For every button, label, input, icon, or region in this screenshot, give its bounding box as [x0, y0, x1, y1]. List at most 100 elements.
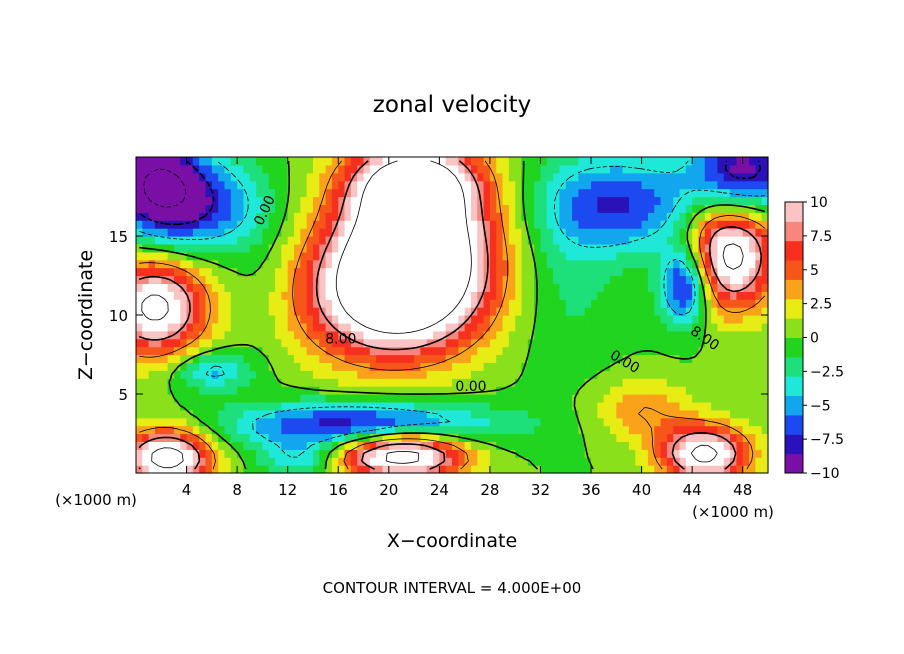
field-cell: [515, 236, 523, 245]
field-cell: [679, 236, 687, 245]
field-cell: [344, 409, 352, 419]
field-cell: [546, 449, 554, 458]
field-cell: [572, 322, 579, 332]
field-cell: [616, 441, 624, 450]
field-cell: [704, 465, 712, 474]
field-cell: [287, 236, 295, 245]
field-cell: [508, 164, 516, 174]
field-cell: [673, 401, 681, 411]
field-cell: [420, 196, 428, 205]
field-cell: [148, 409, 156, 419]
field-cell: [502, 441, 510, 450]
field-cell: [584, 362, 592, 371]
field-cell: [344, 228, 352, 237]
field-cell: [470, 267, 478, 277]
field-cell: [464, 338, 472, 348]
field-cell: [761, 386, 769, 395]
field-cell: [224, 307, 232, 316]
field-cell: [192, 433, 200, 442]
field-cell: [350, 401, 358, 411]
field-cell: [489, 433, 497, 442]
field-cell: [148, 378, 156, 387]
field-cell: [521, 386, 529, 395]
field-cell: [180, 315, 188, 324]
field-cell: [534, 243, 542, 253]
field-cell: [749, 315, 756, 324]
field-cell: [704, 172, 712, 182]
field-cell: [268, 370, 276, 379]
field-cell: [268, 394, 276, 403]
field-cell: [262, 417, 270, 427]
field-cell: [496, 188, 504, 198]
field-cell: [224, 386, 232, 395]
field-cell: [622, 425, 630, 435]
field-cell: [610, 322, 617, 332]
field-cell: [376, 251, 384, 261]
field-cell: [553, 338, 561, 348]
field-cell: [521, 425, 529, 435]
field-cell: [433, 315, 440, 324]
field-cell: [148, 283, 156, 292]
field-cell: [382, 164, 390, 174]
field-cell: [357, 164, 365, 174]
field-cell: [230, 370, 238, 379]
field-cell: [496, 236, 504, 245]
field-cell: [230, 196, 238, 205]
field-cell: [546, 220, 554, 229]
field-cell: [281, 157, 289, 166]
field-cell: [673, 322, 681, 332]
field-cell: [635, 291, 643, 300]
field-cell: [742, 457, 750, 466]
field-cell: [641, 180, 649, 190]
field-cell: [395, 243, 403, 253]
field-cell: [300, 362, 308, 371]
field-cell: [647, 236, 655, 245]
field-cell: [192, 212, 200, 221]
field-cell: [603, 188, 611, 198]
field-cell: [420, 243, 428, 253]
field-cell: [673, 228, 681, 237]
field-cell: [281, 354, 289, 363]
field-cell: [647, 457, 655, 466]
field-cell: [243, 394, 251, 403]
field-cell: [211, 196, 219, 205]
field-cell: [483, 172, 491, 182]
field-cell: [199, 299, 207, 308]
field-cell: [711, 307, 719, 316]
field-cell: [338, 196, 346, 205]
field-cell: [186, 157, 194, 166]
field-cell: [654, 378, 662, 387]
field-cell: [483, 204, 491, 213]
field-cell: [268, 220, 276, 229]
field-cell: [161, 330, 169, 340]
field-cell: [445, 157, 453, 166]
field-cell: [218, 157, 226, 166]
field-cell: [477, 228, 485, 237]
field-cell: [679, 164, 687, 174]
field-cell: [382, 157, 390, 166]
field-cell: [698, 449, 706, 458]
field-cell: [388, 307, 396, 316]
field-cell: [521, 204, 529, 213]
field-cell: [515, 188, 523, 198]
field-cell: [742, 212, 750, 221]
field-cell: [755, 338, 763, 348]
field-cell: [420, 370, 428, 379]
field-cell: [230, 172, 238, 182]
field-cell: [698, 330, 706, 340]
field-cell: [237, 378, 245, 387]
field-cell: [711, 394, 719, 403]
field-cell: [489, 275, 497, 284]
field-cell: [407, 409, 415, 419]
field-cell: [148, 212, 156, 221]
field-cell: [458, 299, 466, 308]
field-cell: [553, 243, 561, 253]
field-cell: [211, 204, 219, 213]
field-cell: [136, 354, 143, 363]
field-cell: [717, 236, 725, 245]
field-cell: [420, 394, 428, 403]
field-cell: [635, 283, 643, 292]
field-cell: [426, 322, 434, 332]
field-cell: [249, 228, 257, 237]
field-cell: [344, 275, 352, 284]
